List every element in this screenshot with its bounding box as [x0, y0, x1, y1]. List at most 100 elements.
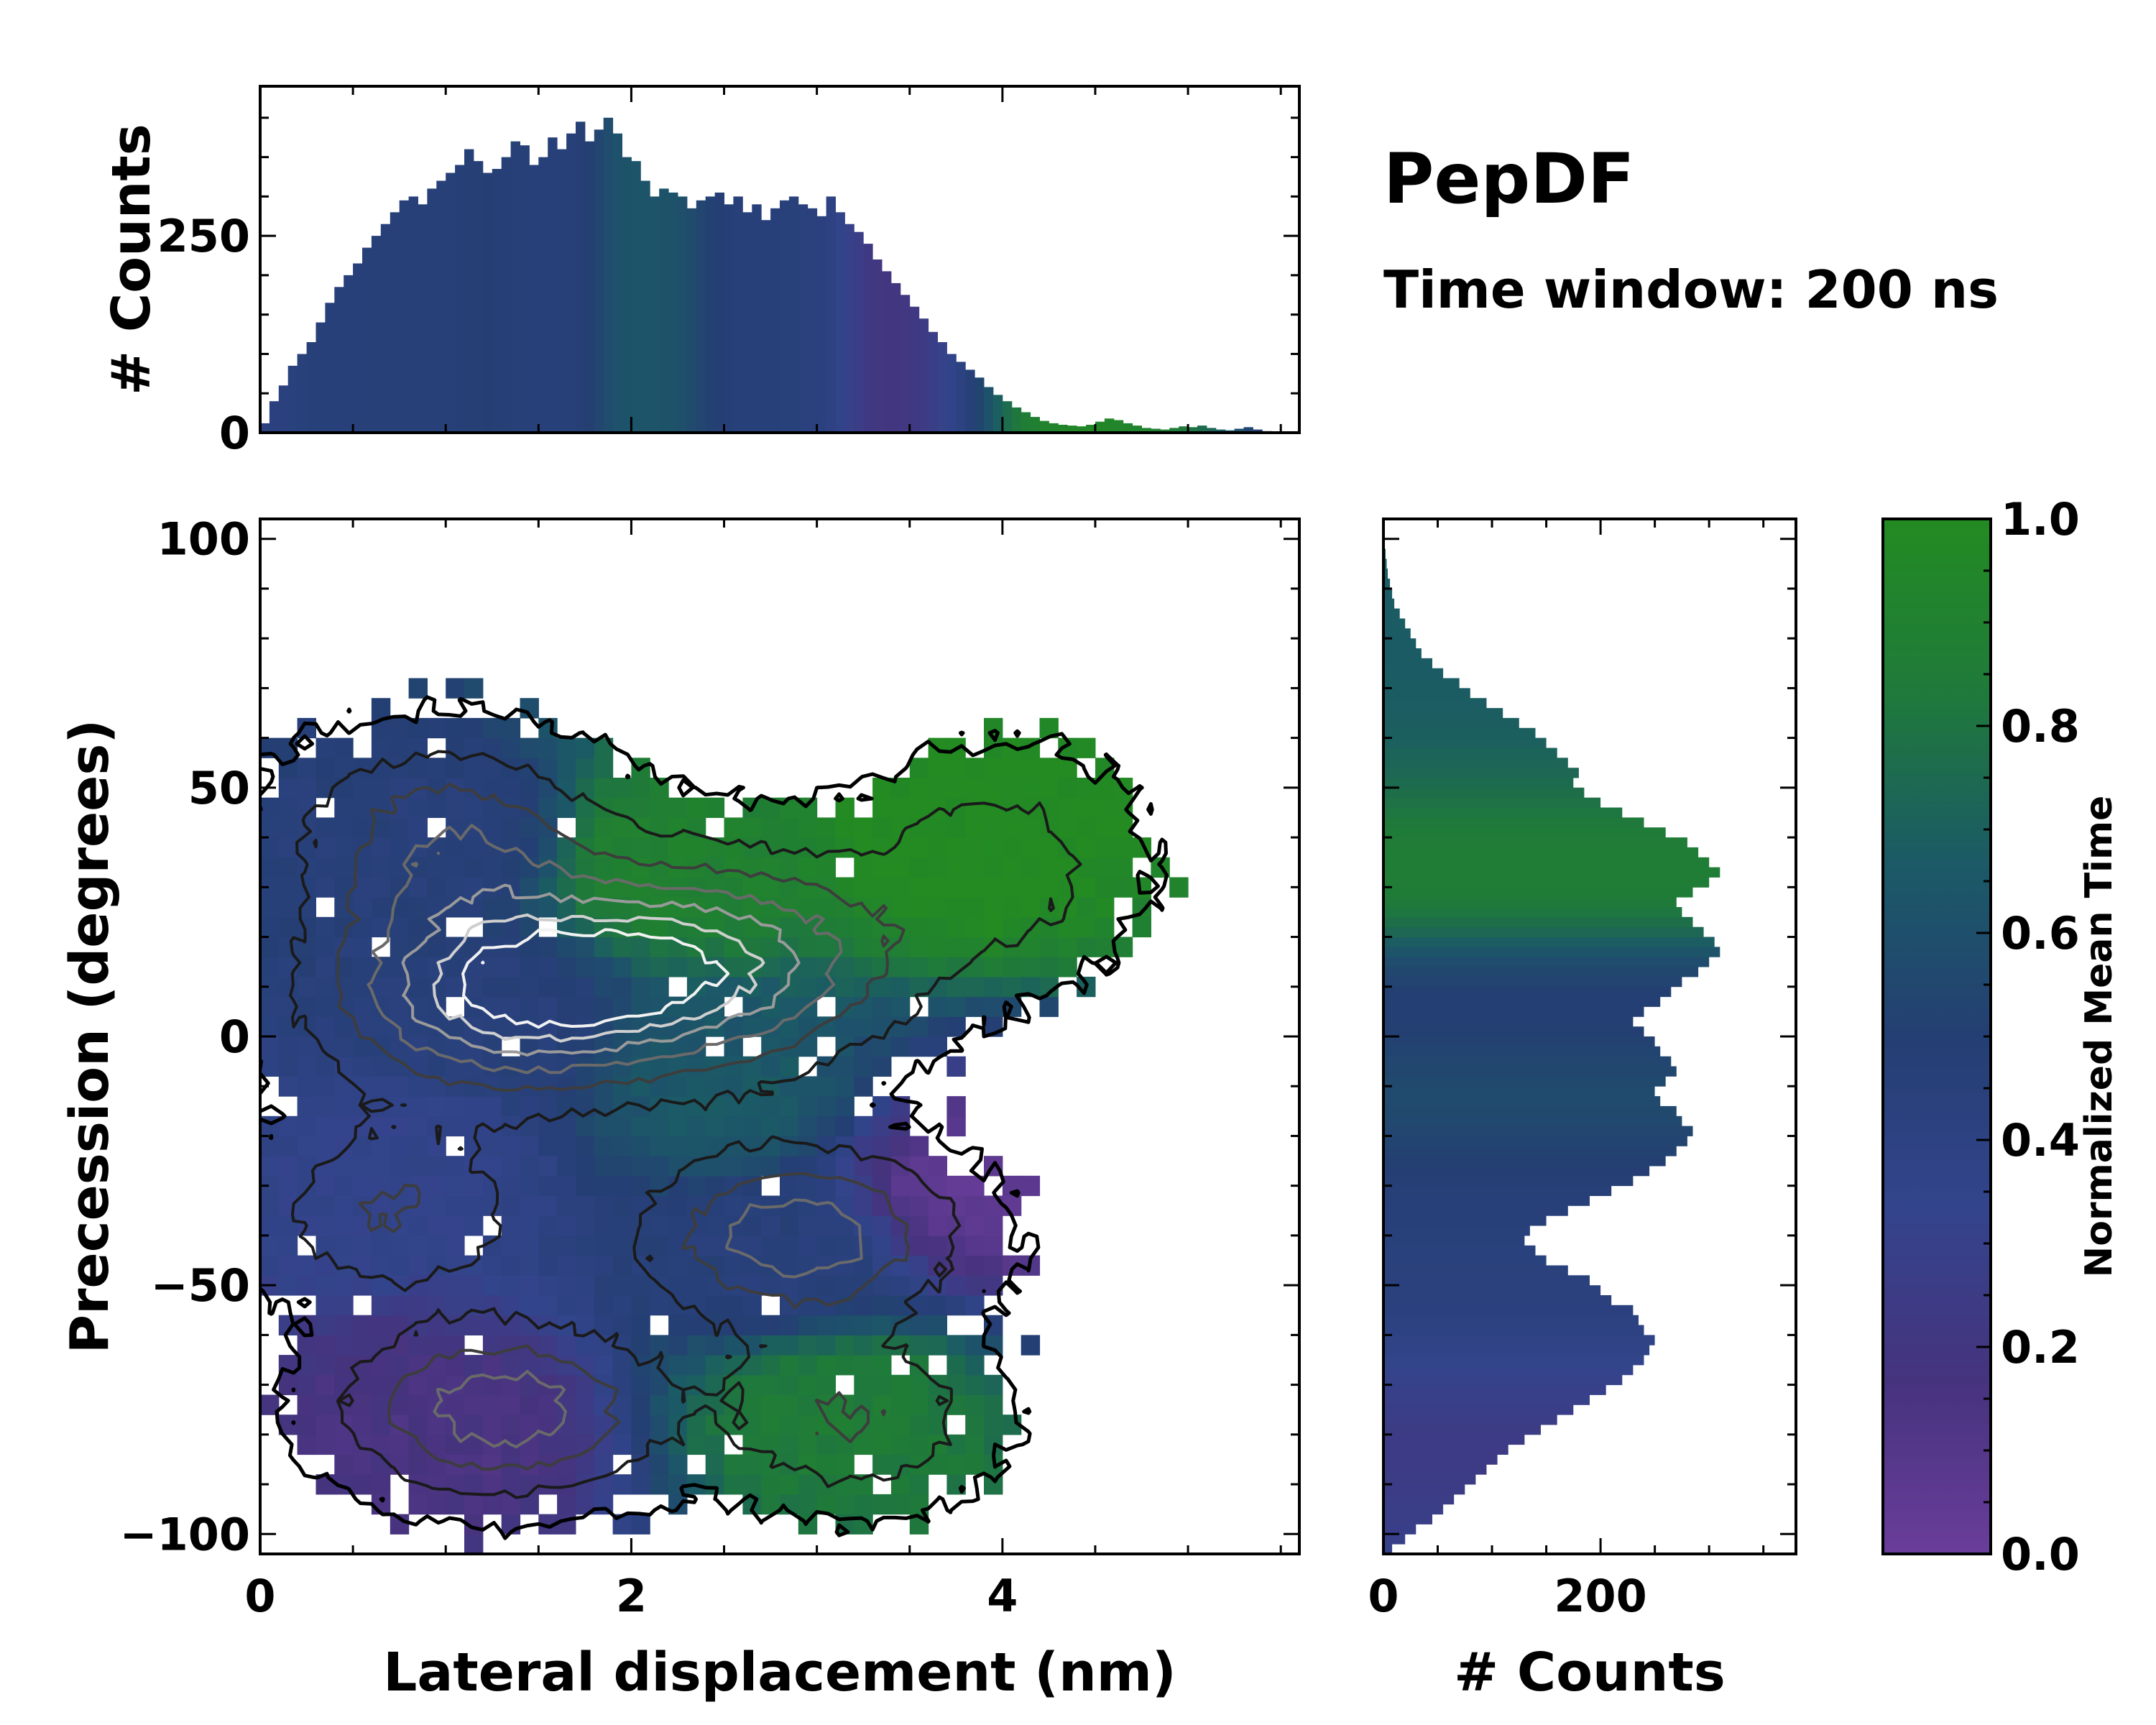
heatmap-cell	[594, 1275, 614, 1296]
heatmap-cell	[909, 1335, 929, 1356]
heatmap-cell	[260, 1056, 280, 1077]
heatmap-cell	[816, 857, 836, 878]
heatmap-cell	[835, 817, 854, 838]
heatmap-cell	[390, 737, 410, 758]
heatmap-cell	[1077, 837, 1096, 858]
heatmap-cell	[408, 1374, 428, 1396]
heatmap-cell	[946, 837, 966, 858]
y-axis-label: Precession (degrees)	[59, 719, 121, 1353]
right-histogram-bars	[1383, 548, 1720, 1555]
heatmap-cell	[761, 1394, 780, 1415]
heatmap-cell	[557, 937, 576, 957]
heatmap-cell	[872, 996, 892, 1017]
heatmap-cell	[1021, 937, 1041, 957]
top-histogram-bar	[928, 331, 938, 433]
heatmap-cell	[594, 1454, 614, 1475]
top-histogram-bar	[612, 133, 622, 433]
heatmap-cell	[686, 957, 706, 978]
heatmap-cell	[334, 837, 354, 858]
heatmap-cell	[408, 1295, 428, 1316]
right-histogram-bar	[1383, 937, 1715, 947]
top-histogram-bar	[975, 377, 985, 433]
heatmap-cell	[557, 737, 576, 758]
heatmap-cell	[427, 1056, 446, 1077]
top-histogram-bar	[548, 137, 558, 433]
heatmap-cell	[297, 778, 316, 799]
heatmap-cell	[427, 937, 446, 957]
right-histogram-bar	[1383, 957, 1710, 967]
heatmap-cell	[742, 1096, 762, 1117]
heatmap-cell	[464, 1215, 484, 1236]
heatmap-cell	[909, 1255, 929, 1276]
heatmap-cell	[315, 877, 335, 898]
right-histogram-bar	[1383, 1215, 1547, 1226]
heatmap-cell	[612, 1295, 632, 1316]
heatmap-cell	[315, 916, 335, 938]
heatmap-cell	[464, 1195, 484, 1216]
heatmap-cell	[297, 1275, 316, 1296]
heatmap-cell	[371, 1374, 391, 1396]
top-histogram-bar	[1169, 428, 1179, 433]
heatmap-cell	[854, 817, 873, 838]
heatmap-cell	[353, 937, 372, 957]
heatmap-cell	[1021, 957, 1041, 978]
heatmap-cell	[557, 957, 576, 978]
heatmap-cell	[798, 1195, 818, 1216]
heatmap-cell	[686, 1136, 706, 1156]
heatmap-cell	[538, 1235, 558, 1256]
heatmap-cell	[724, 1275, 743, 1296]
heatmap-cell	[278, 1235, 298, 1256]
heatmap-cell	[890, 1494, 911, 1515]
heatmap-cell	[334, 897, 354, 918]
heatmap-cell	[297, 1056, 316, 1077]
top-histogram-bar	[584, 141, 595, 433]
heatmap-cell	[909, 897, 929, 918]
heatmap-cell	[576, 1295, 595, 1316]
heatmap-cell	[482, 857, 502, 878]
heatmap-cell	[909, 778, 929, 799]
heatmap-cell	[260, 1215, 280, 1236]
heatmap-cell	[464, 937, 484, 957]
heatmap-cell	[576, 1255, 595, 1276]
heatmap-cell	[686, 1275, 706, 1296]
heatmap-cell	[761, 957, 780, 978]
heatmap-cell	[1058, 778, 1077, 799]
heatmap-cell	[835, 1195, 854, 1216]
heatmap-cell	[854, 1195, 873, 1216]
heatmap-cell	[612, 857, 632, 878]
heatmap-cell	[390, 1255, 410, 1276]
heatmap-cell	[353, 817, 372, 838]
heatmap-cell	[909, 1414, 929, 1435]
heatmap-cell	[1039, 778, 1059, 799]
heatmap-cell	[1077, 737, 1096, 758]
heatmap-cell	[816, 897, 836, 918]
top-histogram-bar	[557, 149, 567, 433]
heatmap-cell	[520, 1195, 539, 1216]
heatmap-cell	[1077, 937, 1096, 957]
heatmap-cell	[464, 1394, 484, 1415]
heatmap-cell	[612, 817, 632, 838]
top-histogram-bar	[668, 192, 678, 433]
heatmap-cell	[408, 957, 428, 978]
top-histogram-bar	[418, 204, 428, 433]
top-histogram-bar	[631, 161, 641, 433]
heatmap-cell	[371, 1056, 391, 1077]
top-histogram-bar	[807, 208, 818, 433]
heatmap-cell	[427, 1195, 446, 1216]
heatmap-cell	[260, 1195, 280, 1216]
top-histogram-bar	[1021, 412, 1031, 433]
heatmap-cell	[742, 1136, 762, 1156]
heatmap-cell	[278, 1156, 298, 1177]
heatmap-cell	[260, 996, 280, 1017]
heatmap-cell	[278, 1076, 298, 1097]
heatmap-cell	[408, 1096, 428, 1117]
heatmap-cell	[742, 817, 762, 838]
heatmap-cell	[1002, 916, 1022, 938]
heatmap-cell	[538, 758, 558, 778]
top-histogram-bar	[622, 157, 632, 433]
heatmap-cell	[315, 837, 335, 858]
heatmap-cell	[390, 1434, 410, 1455]
heatmap-cell	[557, 1295, 576, 1316]
heatmap-cell	[631, 1295, 650, 1316]
heatmap-cell	[761, 1414, 780, 1435]
